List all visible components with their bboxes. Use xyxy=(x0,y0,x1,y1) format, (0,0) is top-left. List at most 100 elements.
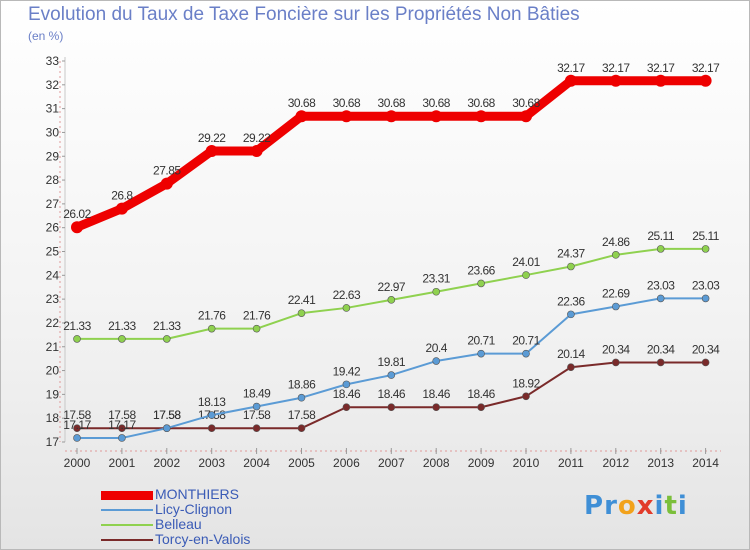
data-label: 23.31 xyxy=(422,272,450,286)
data-label: 23.03 xyxy=(647,278,675,292)
data-point xyxy=(118,434,126,442)
logo-letter: r xyxy=(604,491,618,521)
data-label: 24.86 xyxy=(602,235,630,249)
legend-swatch xyxy=(101,524,153,526)
data-label: 20.34 xyxy=(647,342,675,356)
data-label: 21.76 xyxy=(198,309,226,323)
data-label: 30.68 xyxy=(333,96,361,110)
data-point xyxy=(609,74,622,87)
logo-letter: o xyxy=(617,491,637,521)
data-label: 18.13 xyxy=(198,395,226,409)
y-tick-label: 22 xyxy=(46,316,60,330)
data-point xyxy=(160,177,173,190)
data-point xyxy=(656,245,665,253)
data-point xyxy=(432,357,441,365)
data-point xyxy=(611,302,620,311)
data-point xyxy=(340,110,353,123)
logo-letter: i xyxy=(677,491,688,521)
data-point xyxy=(163,424,171,432)
data-point xyxy=(297,424,306,432)
legend-label: Torcy-en-Valois xyxy=(155,531,251,547)
x-tick-label: 2012 xyxy=(602,456,629,470)
data-label: 21.33 xyxy=(153,319,181,333)
y-tick-label: 29 xyxy=(46,149,60,163)
data-label: 30.68 xyxy=(288,96,316,110)
logo-letter: t xyxy=(664,491,678,521)
data-label: 21.33 xyxy=(63,319,91,333)
data-label: 25.11 xyxy=(692,229,719,243)
data-label: 29.22 xyxy=(243,131,271,145)
data-label: 22.63 xyxy=(333,288,361,302)
data-point xyxy=(567,262,575,271)
data-point xyxy=(297,309,306,317)
legend-swatch xyxy=(101,509,153,511)
data-point xyxy=(477,349,485,358)
x-tick-label: 2009 xyxy=(468,456,495,470)
data-label: 22.97 xyxy=(378,280,406,294)
data-label: 23.66 xyxy=(467,263,495,277)
data-point xyxy=(250,145,263,158)
data-label: 22.69 xyxy=(602,287,630,301)
data-point xyxy=(205,145,218,158)
chart-unit-label: (en %) xyxy=(28,29,64,43)
data-label: 23.03 xyxy=(692,278,720,292)
data-point xyxy=(387,371,396,379)
data-label: 17.58 xyxy=(63,408,91,422)
data-label: 20.34 xyxy=(692,342,720,356)
y-tick-label: 27 xyxy=(46,197,60,211)
data-point xyxy=(611,358,620,367)
data-label: 30.68 xyxy=(378,96,406,110)
y-tick-label: 28 xyxy=(46,173,60,187)
data-point xyxy=(567,363,575,372)
data-point xyxy=(342,403,351,412)
data-label: 32.17 xyxy=(557,61,585,75)
data-point xyxy=(73,434,81,442)
data-label: 21.33 xyxy=(108,319,136,333)
x-tick-label: 2006 xyxy=(333,456,360,470)
data-point xyxy=(252,324,261,333)
logo-letter: x xyxy=(636,491,655,521)
data-point xyxy=(701,294,710,303)
data-label: 17.58 xyxy=(153,408,181,422)
y-tick-label: 21 xyxy=(46,340,60,354)
data-point xyxy=(432,403,441,412)
logo-letter: P xyxy=(584,491,605,521)
data-label: 17.58 xyxy=(288,408,316,422)
data-label: 25.11 xyxy=(647,229,674,243)
data-label: 20.71 xyxy=(512,334,540,348)
x-tick-label: 2001 xyxy=(109,456,136,470)
data-point xyxy=(654,74,667,87)
y-tick-label: 32 xyxy=(46,78,60,92)
data-point xyxy=(207,324,216,333)
data-point xyxy=(295,110,308,123)
data-point xyxy=(432,287,441,296)
data-point xyxy=(385,110,398,123)
data-point xyxy=(656,294,665,303)
y-tick-label: 25 xyxy=(46,245,60,259)
data-label: 32.17 xyxy=(647,61,675,75)
x-tick-label: 2014 xyxy=(692,456,719,470)
y-tick-label: 33 xyxy=(46,54,60,68)
data-label: 32.17 xyxy=(692,61,720,75)
data-point xyxy=(387,296,396,304)
data-point xyxy=(342,380,351,389)
data-label: 21.76 xyxy=(243,309,271,323)
data-point xyxy=(699,74,712,87)
data-label: 22.41 xyxy=(288,293,316,307)
data-point xyxy=(567,310,575,319)
data-point xyxy=(520,110,532,123)
data-point xyxy=(475,110,488,123)
chart-title: Evolution du Taux de Taxe Foncière sur l… xyxy=(28,4,580,25)
data-label: 20.14 xyxy=(557,347,585,361)
data-label: 18.46 xyxy=(467,387,495,401)
y-tick-label: 17 xyxy=(46,435,60,449)
data-point xyxy=(477,403,485,412)
legend-label: Licy-Clignon xyxy=(155,501,233,517)
line-chart: 17 18 19 20 21 22 23 24 25 26 27 28 29 30 31 32 33 2000 20… xyxy=(46,54,721,470)
data-point xyxy=(207,424,216,432)
x-tick-label: 2005 xyxy=(288,456,315,470)
logo-letter: i xyxy=(654,491,665,521)
data-label: 18.46 xyxy=(422,387,450,401)
data-point xyxy=(611,251,620,259)
y-tick-label: 30 xyxy=(46,125,60,139)
